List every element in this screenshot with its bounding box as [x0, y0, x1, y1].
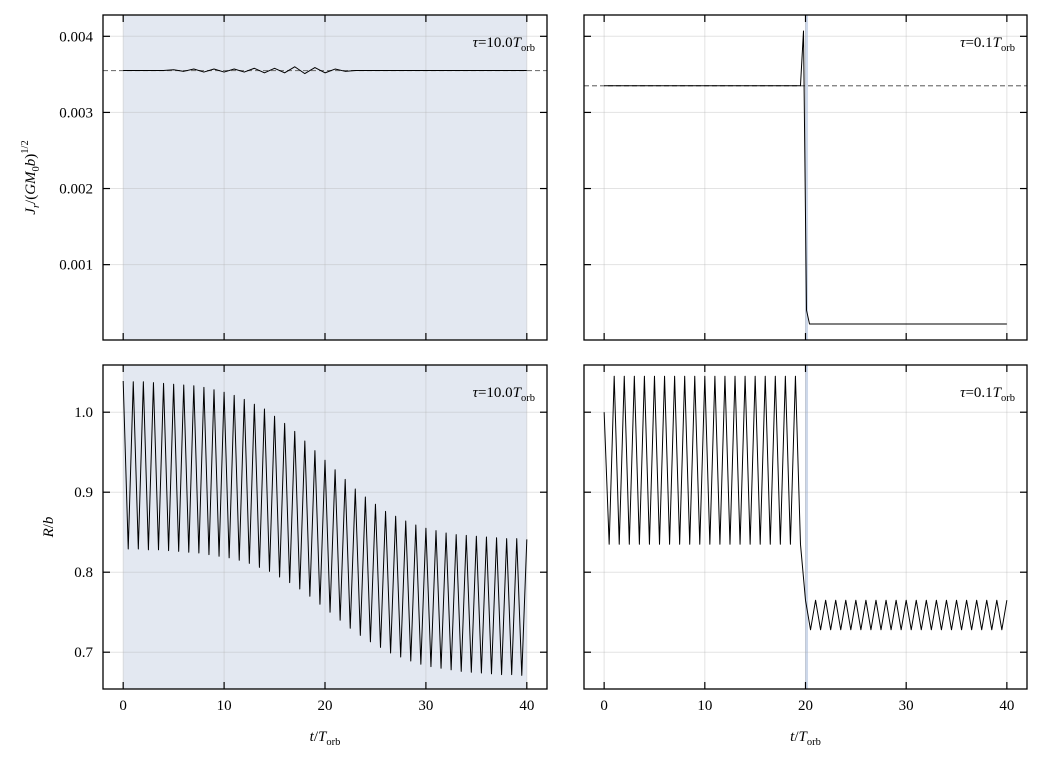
x-tick-label: 0: [600, 698, 608, 714]
x-axis-label: t/Torb: [790, 729, 821, 748]
annotation: τ=10.0Torb: [473, 385, 535, 404]
x-tick-label: 0: [119, 698, 127, 714]
y-tick-label: 0.003: [59, 105, 93, 121]
annotation: τ=0.1Torb: [960, 385, 1015, 404]
label-part: GM: [23, 170, 39, 195]
label-part: T: [993, 35, 1003, 51]
label-part: ): [23, 154, 39, 159]
shaded-span: [123, 15, 527, 340]
y-axis-label: Jr/(GM0b)1/2: [20, 140, 42, 214]
data-line: [603, 375, 1008, 631]
y-tick-label: 0.7: [74, 645, 93, 661]
y-tick-label: 0.9: [74, 485, 93, 501]
shaded-span: [804, 365, 809, 689]
y-tick-label: 0.004: [59, 29, 93, 45]
x-tick-label: 20: [798, 698, 813, 714]
axes-frame: [583, 14, 1028, 341]
x-tick-label: 40: [519, 698, 534, 714]
label-part: τ: [473, 35, 479, 51]
label-part: T: [993, 385, 1003, 401]
panel: τ=0.1Torb: [583, 14, 1028, 341]
label-part: R: [41, 528, 57, 538]
y-tick-label: 0.001: [59, 258, 93, 274]
label-part: orb: [326, 737, 340, 748]
x-tick-label: 20: [318, 698, 333, 714]
x-tick-label: 30: [418, 698, 433, 714]
axes-frame: [102, 364, 548, 690]
data-line: [123, 66, 527, 75]
label-part: /: [794, 729, 799, 745]
label-part: b: [23, 158, 39, 166]
label-part: τ: [960, 35, 966, 51]
label-part: /: [41, 523, 57, 528]
shaded-span: [804, 15, 809, 340]
axes-frame: [583, 364, 1028, 690]
label-part: orb: [1001, 43, 1015, 54]
x-tick-label: 10: [697, 698, 712, 714]
label-part: 0: [31, 166, 42, 171]
annotation: τ=10.0Torb: [473, 35, 535, 54]
data-line: [604, 30, 1007, 325]
data-line: [122, 380, 528, 676]
label-part: =0.1: [965, 35, 992, 51]
label-part: orb: [807, 737, 821, 748]
label-part: orb: [521, 393, 535, 404]
label-part: τ: [473, 385, 479, 401]
label-part: 1/2: [20, 140, 31, 153]
y-tick-label: 1.0: [74, 405, 93, 421]
label-part: τ: [960, 385, 966, 401]
label-part: /: [314, 729, 319, 745]
label-part: T: [513, 385, 523, 401]
y-tick-label: 0.8: [74, 565, 93, 581]
label-part: T: [318, 729, 328, 745]
label-part: t: [790, 729, 795, 745]
label-part: b: [41, 516, 57, 524]
label-part: /(: [23, 195, 39, 204]
y-tick-label: 0.002: [59, 182, 93, 198]
label-part: =10.0: [478, 385, 513, 401]
label-part: =10.0: [478, 35, 513, 51]
y-axis-label: R/b: [41, 516, 57, 538]
label-part: orb: [521, 43, 535, 54]
label-part: t: [310, 729, 315, 745]
axes-frame: [102, 14, 548, 341]
label-part: T: [513, 35, 523, 51]
x-tick-label: 30: [899, 698, 914, 714]
label-part: orb: [1001, 393, 1015, 404]
label-part: r: [31, 203, 42, 208]
panel: 0.001 0.002 0.003 0.004 τ=10.0Torb Jr/(GM0b)1…: [20, 14, 548, 341]
label-part: T: [799, 729, 809, 745]
x-axis-label: t/Torb: [310, 729, 341, 748]
annotation: τ=0.1Torb: [960, 35, 1015, 54]
label-part: =0.1: [965, 385, 992, 401]
label-part: J: [23, 207, 39, 215]
x-tick-label: 10: [217, 698, 232, 714]
x-tick-label: 40: [999, 698, 1014, 714]
